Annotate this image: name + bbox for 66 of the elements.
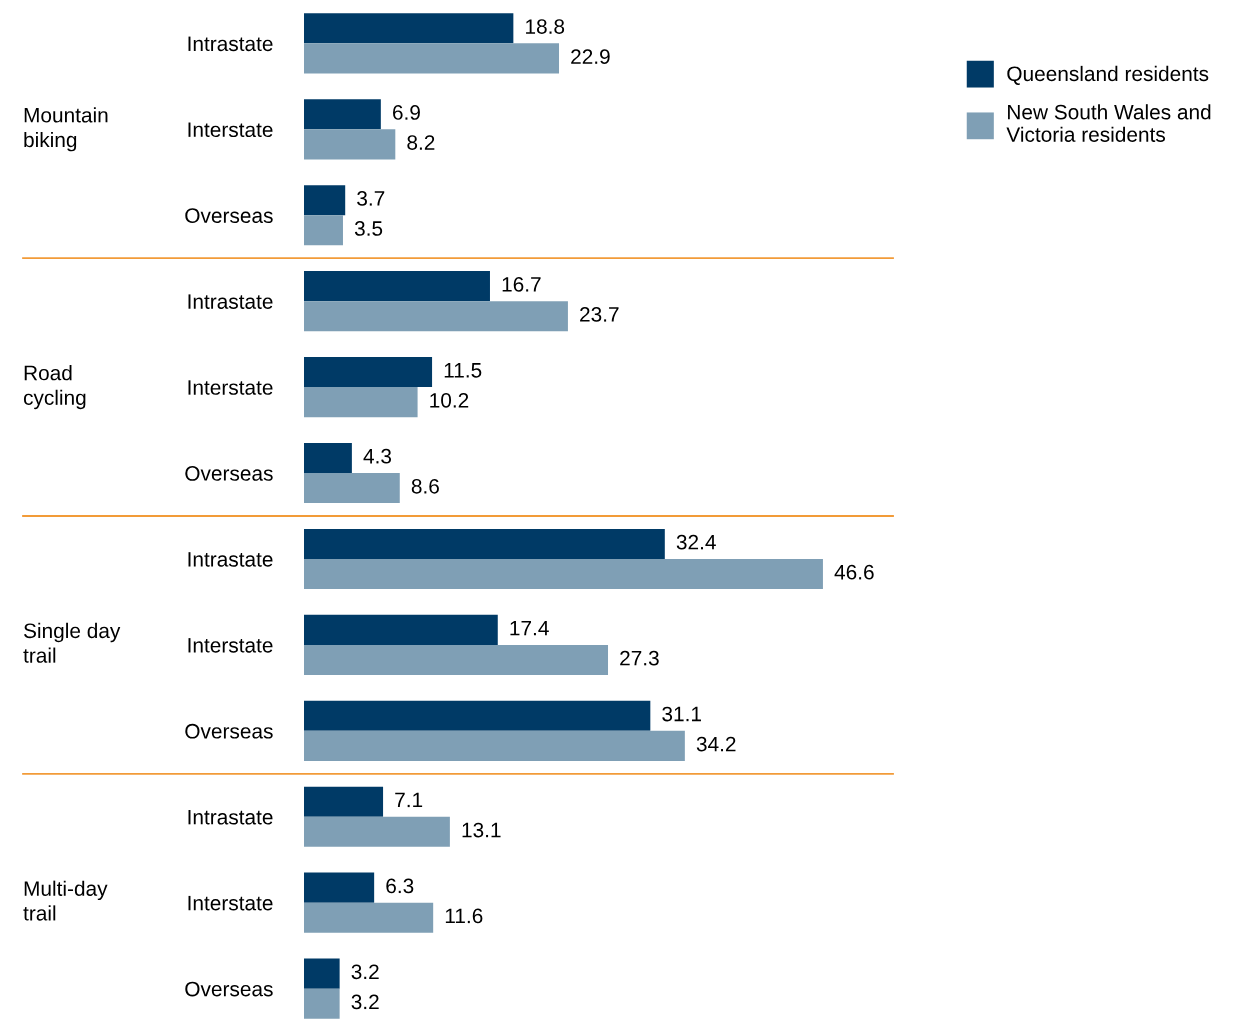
data-label: 7.1 xyxy=(395,792,423,808)
data-label: 8.6 xyxy=(411,478,439,494)
text: Single day trail xyxy=(23,622,121,663)
data-label: 4.3 xyxy=(363,448,392,464)
data-label: 6.9 xyxy=(393,105,420,120)
bar xyxy=(304,816,450,847)
data-label: 34.2 xyxy=(696,736,736,752)
bar xyxy=(304,528,665,559)
data-label: 16.7 xyxy=(502,276,541,292)
bar xyxy=(304,215,343,246)
data-label: 11.5 xyxy=(444,363,482,378)
legend-label: Queensland residents xyxy=(1007,65,1209,85)
bar xyxy=(304,902,434,933)
bar xyxy=(304,185,346,216)
y-tick-label: Intrastate xyxy=(188,809,273,825)
y-tick-label: Intrastate xyxy=(188,36,273,52)
bar xyxy=(304,13,514,44)
data-label: 8.2 xyxy=(407,135,435,150)
bar xyxy=(304,442,352,474)
data-label: 13.1 xyxy=(462,822,501,838)
text: Road cycling xyxy=(23,365,86,410)
y-tick-label: Interstate xyxy=(188,380,273,395)
data-label: 18.8 xyxy=(526,19,565,34)
bar xyxy=(304,988,340,1019)
y-tick-label: Overseas xyxy=(185,981,273,997)
bar xyxy=(304,786,384,817)
y-tick-label: Overseas xyxy=(185,208,273,223)
bar xyxy=(304,43,560,74)
data-label: 3.7 xyxy=(357,191,385,206)
data-label: 22.9 xyxy=(571,49,610,64)
bar xyxy=(304,614,498,645)
y-tick-label: Overseas xyxy=(185,466,273,481)
bar xyxy=(304,473,400,504)
bar xyxy=(304,271,490,302)
bar xyxy=(304,872,375,903)
y-tick-label: Intrastate xyxy=(188,294,273,309)
data-label: 17.4 xyxy=(510,620,549,636)
bar xyxy=(304,958,340,989)
data-label: 3.2 xyxy=(351,964,379,980)
y-tick-label: Overseas xyxy=(185,723,273,739)
y-tick-label: Interstate xyxy=(188,895,273,911)
bar xyxy=(304,357,433,388)
bar xyxy=(304,558,823,590)
data-label: 11.6 xyxy=(445,908,483,924)
data-label: 46.6 xyxy=(834,564,874,580)
data-label: 27.3 xyxy=(620,650,659,666)
data-label: 6.3 xyxy=(386,878,414,894)
y-tick-label: Intrastate xyxy=(188,552,273,567)
bar xyxy=(304,301,568,332)
bar xyxy=(304,99,381,130)
data-label: 10.2 xyxy=(430,392,469,408)
data-label: 32.4 xyxy=(676,534,716,550)
bar xyxy=(304,700,651,731)
data-label: 3.5 xyxy=(354,221,383,236)
y-tick-label: Interstate xyxy=(188,122,273,138)
legend-label: New South Wales and Victoria residents xyxy=(1006,104,1211,142)
data-label: 3.2 xyxy=(351,994,379,1010)
bar xyxy=(304,387,418,418)
text: Multi-day trail xyxy=(23,880,108,921)
data-label: 31.1 xyxy=(662,706,701,722)
data-label: 23.7 xyxy=(580,307,619,322)
text: Mountain biking xyxy=(24,107,108,152)
bar xyxy=(304,644,609,675)
bar xyxy=(304,129,396,160)
bar xyxy=(304,730,685,761)
y-tick-label: Interstate xyxy=(188,638,273,653)
